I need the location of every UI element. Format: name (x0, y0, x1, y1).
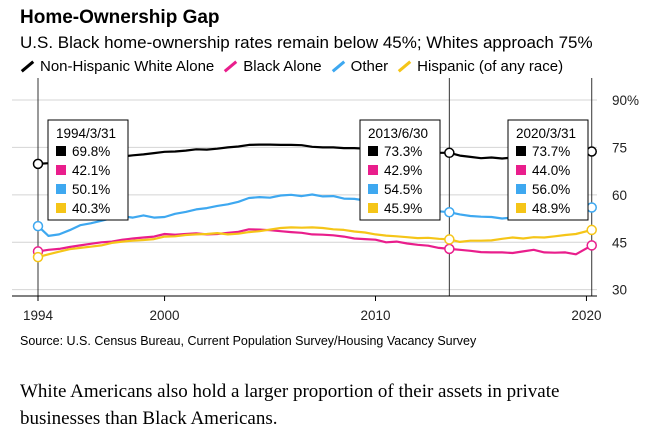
tooltip-value-other-0: 50.1% (72, 182, 110, 197)
marker-dot-other-0 (32, 220, 44, 232)
marker-dot-hispanic-1 (444, 234, 455, 245)
caption-text: White Americans also hold a larger propo… (20, 381, 560, 429)
series-layer (37, 143, 593, 259)
marker-dot-other-1 (444, 206, 455, 218)
tooltip-value-white-1: 73.3% (384, 144, 422, 159)
tooltip-swatch-white-2 (516, 146, 526, 156)
marker-dot-white-1 (444, 147, 455, 159)
tooltip-value-white-0: 69.8% (72, 144, 110, 159)
tooltip-value-black-1: 42.9% (384, 163, 422, 178)
tooltip-0: 1994/3/31 69.8% 42.1% 50.1% 40.3% (47, 119, 129, 221)
y-tick-label-75: 75 (612, 140, 627, 155)
tooltip-date-2: 2020/3/31 (516, 126, 576, 141)
tooltip-swatch-other-1 (368, 184, 378, 194)
legend-swatch-hispanic (397, 60, 412, 73)
legend-label-other: Other (350, 58, 389, 75)
tooltip-swatch-other-0 (56, 184, 66, 194)
x-tick-label-1994: 1994 (23, 308, 54, 323)
marker-dot-white-0 (32, 158, 44, 170)
x-tick-label-2000: 2000 (150, 308, 180, 323)
marker-dot-black-2 (586, 240, 597, 251)
tooltip-value-other-1: 54.5% (384, 182, 422, 197)
series-line-hispanic (37, 226, 592, 259)
legend-item-black[interactable]: Black Alone (223, 58, 322, 75)
tooltip-swatch-black-0 (56, 165, 66, 175)
tooltip-swatch-hispanic-0 (56, 203, 66, 213)
source-note: Source: U.S. Census Bureau, Current Popu… (20, 334, 477, 348)
chart-subtitle: U.S. Black home-ownership rates remain b… (20, 33, 593, 52)
axis-layer: 30 45 60 75 90% 1994 2000 2010 2020 (12, 93, 639, 323)
tooltip-swatch-white-0 (56, 146, 66, 156)
tooltip-swatch-white-1 (368, 146, 378, 156)
tooltip-value-black-2: 44.0% (532, 163, 570, 178)
series-line-black (37, 228, 593, 256)
x-tick-label-2020: 2020 (571, 308, 601, 323)
marker-dot-white-2 (586, 146, 597, 157)
tooltip-value-other-2: 56.0% (532, 182, 570, 197)
legend-swatch-white (20, 60, 35, 73)
legend-label-white: Non-Hispanic White Alone (40, 58, 215, 75)
series-line-other (37, 193, 592, 237)
tooltip-value-white-2: 73.7% (532, 144, 570, 159)
legend-item-white[interactable]: Non-Hispanic White Alone (20, 58, 214, 75)
tooltip-date-1: 2013/6/30 (368, 126, 428, 141)
x-tick-label-2010: 2010 (360, 308, 390, 323)
tooltip-value-black-0: 42.1% (72, 163, 110, 178)
legend-item-hispanic[interactable]: Hispanic (of any race) (397, 58, 563, 75)
chart-title: Home-Ownership Gap (20, 7, 220, 28)
tooltip-swatch-black-1 (368, 165, 378, 175)
legend-item-other[interactable]: Other (331, 58, 389, 75)
marker-dot-black-1 (444, 243, 455, 255)
tooltip-swatch-black-2 (516, 165, 526, 175)
marker-dot-hispanic-0 (32, 251, 44, 263)
line-chart[interactable]: 1994/3/31 69.8% 42.1% 50.1% 40.3% 2013/6/30 73… (0, 78, 656, 330)
tooltip-swatch-hispanic-1 (368, 203, 378, 213)
y-tick-label-90: 90% (612, 93, 639, 108)
series-line-white (37, 143, 592, 165)
legend-label-black: Black Alone (243, 58, 322, 75)
legend-swatch-black (224, 60, 238, 73)
y-tick-label-30: 30 (612, 283, 627, 298)
legend-swatch-other (331, 60, 345, 73)
marker-dot-other-2 (586, 202, 597, 213)
y-tick-label-45: 45 (612, 235, 627, 250)
legend: Non-Hispanic White Alone Black Alone Oth… (20, 58, 572, 75)
tooltip-value-hispanic-1: 45.9% (384, 201, 422, 216)
tooltip-2: 2020/3/31 73.7% 44.0% 56.0% 48.9% (507, 119, 589, 221)
y-tick-label-60: 60 (612, 188, 627, 203)
legend-label-hispanic: Hispanic (of any race) (417, 58, 564, 75)
tooltip-value-hispanic-2: 48.9% (532, 201, 570, 216)
tooltip-swatch-other-2 (516, 184, 526, 194)
tooltip-swatch-hispanic-2 (516, 203, 526, 213)
tooltip-value-hispanic-0: 40.3% (72, 201, 110, 216)
marker-layer: 1994/3/31 69.8% 42.1% 50.1% 40.3% 2013/6/30 73… (32, 119, 597, 263)
tooltip-date-0: 1994/3/31 (56, 126, 116, 141)
tooltip-1: 2013/6/30 73.3% 42.9% 54.5% 45.9% (359, 119, 441, 221)
marker-dot-hispanic-2 (586, 224, 597, 236)
